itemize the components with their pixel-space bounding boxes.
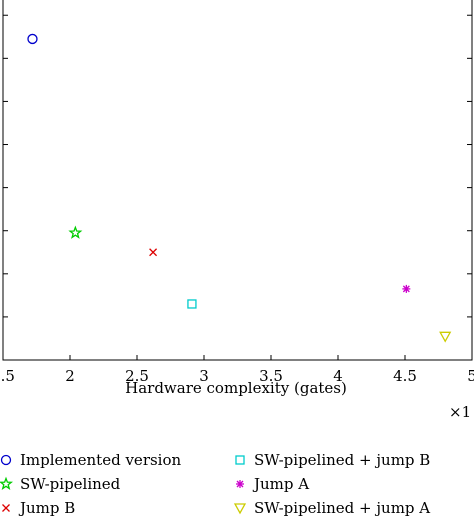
x-tick-label-1: 2	[65, 367, 75, 385]
data-point-4-0	[402, 284, 411, 293]
plot-border	[2, 0, 473, 361]
plot-area	[2, 0, 473, 361]
x-tick-label-6: 4.5	[393, 367, 417, 385]
legend-label-2: Jump B	[18, 499, 75, 517]
legend-label-1: SW-pipelined	[20, 475, 121, 493]
legend-marker-5	[233, 503, 247, 515]
data-markers	[27, 33, 452, 343]
legend-marker-3	[235, 455, 245, 465]
legend-label-4: Jump A	[252, 475, 309, 493]
x-tick-label-5: 4	[333, 367, 343, 385]
x-axis-exponent-label: ×1	[449, 403, 471, 421]
axis-ticks	[2, 14, 473, 360]
legend-marker-4	[236, 480, 244, 488]
legend-label-0: Implemented version	[20, 451, 182, 469]
legend: Implemented version SW-pipelined Jump B SW-…	[0, 451, 430, 517]
legend-label-3: SW-pipelined + jump B	[254, 451, 430, 469]
legend-marker-0	[0, 454, 12, 466]
x-tick-label-2: 2.5	[125, 367, 149, 385]
data-point-2-0	[149, 248, 158, 257]
x-tick-labels: 1.5 2 2.5 3 3.5 4 4.5 5	[0, 367, 474, 385]
data-point-3-0	[187, 299, 197, 309]
x-tick-label-3: 3	[199, 367, 209, 385]
data-point-5-0	[439, 331, 452, 343]
legend-label-5: SW-pipelined + jump A	[254, 499, 430, 517]
x-tick-label-0: 1.5	[0, 367, 15, 385]
x-tick-label-7: 5	[467, 367, 474, 385]
x-axis-label: Hardware complexity (gates)	[125, 379, 347, 397]
data-point-0-0	[27, 33, 38, 45]
legend-marker-1	[0, 476, 14, 490]
data-point-1-0	[68, 225, 83, 239]
x-tick-label-4: 3.5	[259, 367, 283, 385]
legend-marker-2	[2, 504, 10, 512]
